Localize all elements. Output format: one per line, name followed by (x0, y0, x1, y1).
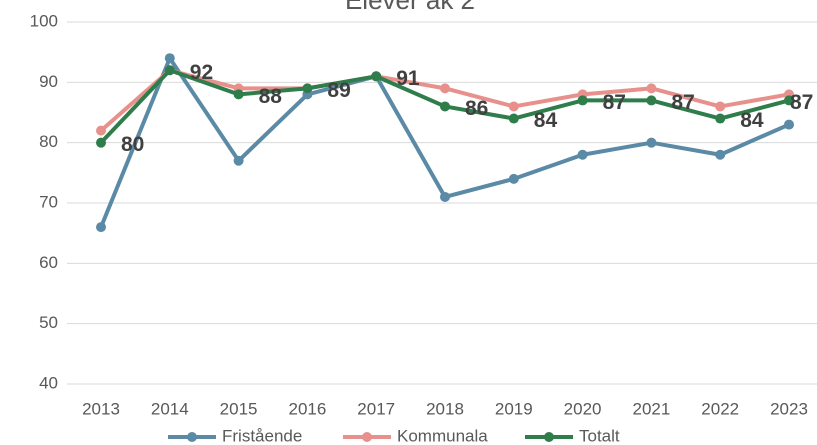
data-point (508, 101, 519, 112)
data-point (646, 83, 657, 94)
x-tick-label: 2022 (701, 399, 739, 418)
x-tick-label: 2023 (770, 399, 808, 418)
y-tick-label: 50 (39, 313, 58, 332)
data-point (302, 83, 313, 94)
data-point (164, 65, 175, 76)
x-tick-label: 2016 (288, 399, 326, 418)
x-tick-label: 2013 (82, 399, 120, 418)
x-tick-label: 2014 (151, 399, 189, 418)
data-point (440, 191, 450, 202)
x-tick-label: 2017 (357, 399, 395, 418)
data-point (784, 95, 794, 106)
x-tick-label: 2020 (564, 399, 602, 418)
y-tick-label: 90 (39, 72, 58, 91)
data-point (96, 222, 106, 233)
x-tick-label: 2018 (426, 399, 464, 418)
x-tick-label: 2015 (220, 399, 258, 418)
data-point (646, 95, 657, 106)
data-label: 88 (259, 85, 283, 108)
data-point (440, 83, 450, 94)
data-point (233, 89, 244, 100)
chart-title: Elever åk 2 (345, 0, 475, 15)
data-point (96, 137, 106, 148)
legend-label: Fristående (222, 426, 302, 445)
data-label: 89 (327, 79, 350, 102)
data-label: 87 (603, 91, 626, 114)
y-tick-label: 100 (30, 11, 58, 30)
data-point (646, 137, 657, 148)
data-label: 87 (671, 91, 694, 114)
legend-label: Kommunala (397, 426, 488, 445)
data-point (715, 113, 726, 124)
data-label: 84 (534, 109, 558, 132)
data-label: 86 (465, 97, 488, 120)
data-point (164, 53, 175, 64)
data-point (715, 101, 726, 112)
data-point (577, 95, 588, 106)
legend-label: Totalt (579, 426, 620, 445)
y-tick-label: 40 (39, 373, 58, 392)
legend-dot (187, 432, 197, 442)
data-label: 91 (396, 67, 420, 90)
data-point (508, 113, 519, 124)
data-point (96, 125, 106, 136)
data-point (784, 119, 794, 130)
legend-dot (362, 432, 372, 442)
data-label: 80 (121, 133, 144, 156)
y-tick-label: 60 (39, 253, 58, 272)
x-tick-label: 2021 (632, 399, 670, 418)
legend-dot (544, 432, 554, 442)
data-label: 92 (190, 61, 213, 84)
data-point (440, 101, 450, 112)
data-point (233, 155, 244, 166)
data-point (508, 173, 519, 184)
data-label: 84 (740, 109, 764, 132)
data-point (715, 149, 726, 160)
y-tick-label: 80 (39, 132, 58, 151)
data-point (577, 149, 588, 160)
x-tick-label: 2019 (495, 399, 533, 418)
data-point (371, 71, 382, 82)
data-label: 87 (790, 91, 813, 114)
y-tick-label: 70 (39, 192, 58, 211)
